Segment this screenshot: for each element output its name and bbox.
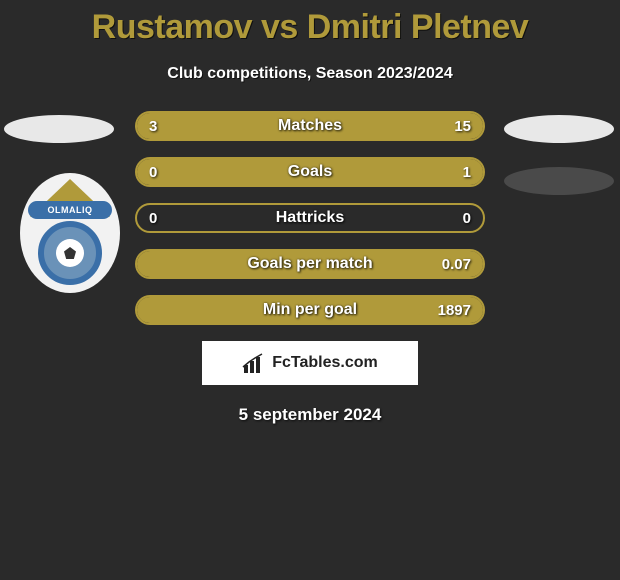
stat-label: Matches	[278, 117, 342, 135]
subtitle: Club competitions, Season 2023/2024	[0, 65, 620, 83]
stat-row-goals-per-match: Goals per match 0.07	[135, 249, 485, 279]
stat-label: Hattricks	[276, 209, 344, 227]
stat-fill-left	[137, 113, 196, 139]
stat-value-left: 0	[149, 210, 157, 227]
source-logo[interactable]: FcTables.com	[202, 341, 418, 385]
stat-value-right: 0	[463, 210, 471, 227]
badge-circle	[38, 221, 102, 285]
bar-chart-icon	[242, 353, 266, 373]
page-title: Rustamov vs Dmitri Pletnev	[0, 0, 620, 47]
player-right-placeholder-2	[504, 167, 614, 195]
stat-label: Goals per match	[247, 255, 372, 273]
stat-row-min-per-goal: Min per goal 1897	[135, 295, 485, 325]
stat-row-hattricks: 0 Hattricks 0	[135, 203, 485, 233]
badge-ball-icon	[56, 239, 84, 267]
stat-row-matches: 3 Matches 15	[135, 111, 485, 141]
player-left-placeholder	[4, 115, 114, 143]
stat-rows: 3 Matches 15 0 Goals 1 0 Hattricks 0 Goa…	[135, 111, 485, 325]
stat-value-left: 3	[149, 118, 157, 135]
main-area: OLMALIQ 3 Matches 15 0 Goals 1 0 Hatt	[0, 111, 620, 425]
comparison-widget: Rustamov vs Dmitri Pletnev Club competit…	[0, 0, 620, 425]
stat-value-right: 0.07	[442, 256, 471, 273]
logo-text: FcTables.com	[272, 354, 378, 372]
stat-value-left: 0	[149, 164, 157, 181]
club-badge: OLMALIQ	[20, 173, 120, 293]
stat-label: Min per goal	[263, 301, 357, 319]
stat-value-right: 1	[463, 164, 471, 181]
badge-banner: OLMALIQ	[28, 201, 112, 219]
stat-value-right: 1897	[438, 302, 471, 319]
player-right-placeholder-1	[504, 115, 614, 143]
date-label: 5 september 2024	[0, 405, 620, 425]
stat-value-right: 15	[454, 118, 471, 135]
stat-label: Goals	[288, 163, 332, 181]
stat-row-goals: 0 Goals 1	[135, 157, 485, 187]
